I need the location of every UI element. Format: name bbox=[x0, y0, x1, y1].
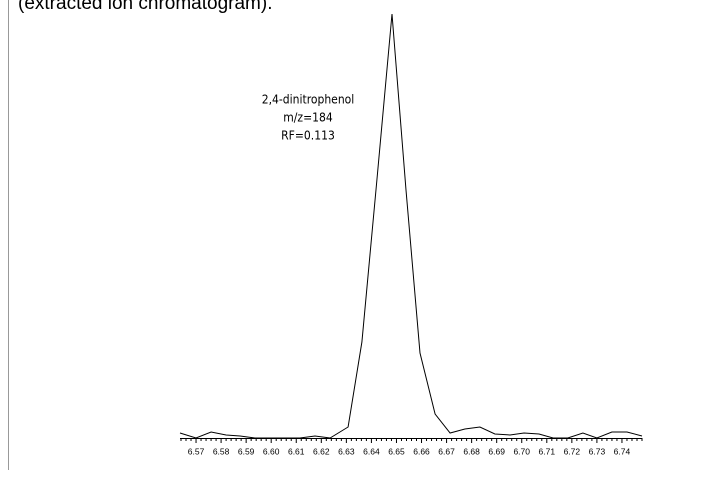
x-tick-label: 6.69 bbox=[488, 446, 505, 456]
x-tick-label: 6.57 bbox=[188, 446, 205, 456]
x-tick-label: 6.62 bbox=[313, 446, 330, 456]
x-tick-label: 6.67 bbox=[438, 446, 455, 456]
chromatogram-line bbox=[179, 13, 643, 439]
x-tick-label: 6.60 bbox=[263, 446, 280, 456]
compound-label: 2,4-dinitrophenol bbox=[262, 93, 355, 107]
caption: (extracted ion chromatogram). bbox=[18, 0, 273, 14]
rf-label: RF=0.113 bbox=[281, 129, 335, 143]
x-tick-label: 6.71 bbox=[539, 446, 556, 456]
x-tick-label: 6.74 bbox=[614, 446, 631, 456]
annotation: 2,4-dinitrophenol m/z=184 RF=0.113 bbox=[262, 93, 355, 143]
x-tick-label: 6.65 bbox=[388, 446, 405, 456]
x-tick-label: 6.73 bbox=[589, 446, 606, 456]
x-tick-label: 6.64 bbox=[363, 446, 380, 456]
x-tick-label: 6.61 bbox=[288, 446, 305, 456]
x-tick-label: 6.63 bbox=[338, 446, 355, 456]
x-tick-label: 6.68 bbox=[463, 446, 480, 456]
x-tick-label: 6.70 bbox=[513, 446, 530, 456]
x-tick-label: 6.59 bbox=[238, 446, 255, 456]
x-tick-label: 6.58 bbox=[213, 446, 230, 456]
x-tick-label: 6.66 bbox=[413, 446, 430, 456]
x-tick-label: 6.72 bbox=[564, 446, 581, 456]
mz-label: m/z=184 bbox=[283, 111, 333, 125]
